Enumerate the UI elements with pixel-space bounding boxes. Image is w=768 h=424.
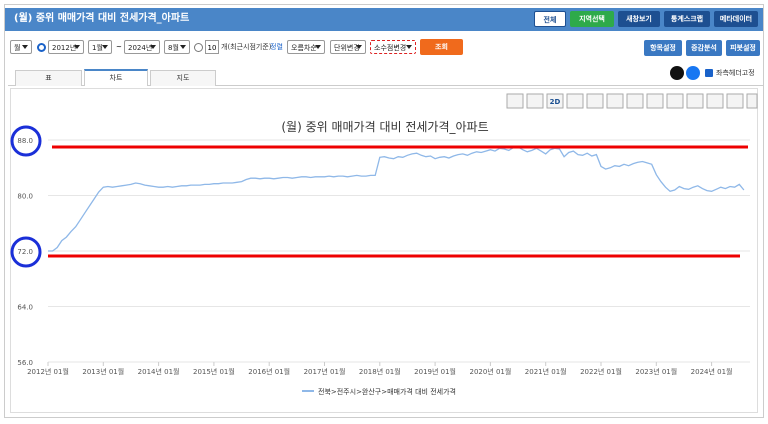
x-tick-label: 2013년 01월 — [82, 367, 124, 376]
facebook-share[interactable] — [686, 66, 700, 80]
button[interactable]: 항목설정 — [644, 40, 682, 56]
frame — [4, 4, 764, 418]
checkbox-label: 좌측헤더고정 — [716, 69, 755, 77]
tool-button[interactable] — [726, 93, 744, 109]
select[interactable]: 2012년 — [48, 40, 84, 54]
tool-button[interactable] — [606, 93, 624, 109]
button[interactable]: 증감분석 — [686, 40, 722, 56]
select[interactable]: 소수점변경 — [370, 40, 416, 54]
y-tick-label: 88.0 — [17, 137, 33, 145]
count-label: 개(최근시점기준) — [221, 43, 272, 51]
tab[interactable]: 표 — [15, 70, 82, 86]
button[interactable]: 피봇설정 — [726, 40, 760, 56]
select[interactable]: 8월 — [164, 40, 190, 54]
select[interactable]: 2024년 — [124, 40, 160, 54]
y-tick-label: 56.0 — [17, 359, 33, 367]
x-share[interactable] — [670, 66, 684, 80]
button[interactable]: 전체 — [534, 11, 566, 27]
x-tick-label: 2022년 01월 — [580, 367, 622, 376]
annotation-circle — [10, 125, 42, 157]
y-tick-label: 64.0 — [17, 304, 33, 312]
chart-tools — [506, 93, 758, 109]
y-tick-label: 80.0 — [17, 193, 33, 201]
select[interactable]: 단위변경 — [330, 40, 366, 54]
legend-label: 전북>전주시>완산구>매매가격 대비 전세가격 — [318, 387, 456, 396]
tool-button[interactable] — [566, 93, 584, 109]
tool-button[interactable] — [646, 93, 664, 109]
chart-title: (월) 중위 매매가격 대비 전세가격_아파트 — [281, 120, 488, 134]
count-input[interactable]: 10 — [205, 40, 219, 54]
x-tick-label: 2015년 01월 — [193, 367, 235, 376]
tool-button[interactable] — [626, 93, 644, 109]
tool-button[interactable] — [546, 93, 564, 109]
search-button[interactable]: 조회 — [420, 39, 463, 55]
select[interactable]: 1월 — [88, 40, 112, 54]
tool-button[interactable] — [506, 93, 524, 109]
x-tick-label: 2020년 01월 — [469, 367, 511, 376]
separator: ~ — [116, 43, 122, 51]
button[interactable]: 메타데이터 — [714, 11, 758, 27]
select[interactable]: 오름차순 — [287, 40, 325, 54]
tool-button[interactable] — [586, 93, 604, 109]
button[interactable]: 통계스크랩 — [664, 11, 710, 27]
x-tick-label: 2017년 01월 — [304, 367, 346, 376]
sort-label: 정렬 — [270, 43, 283, 51]
tool-button[interactable] — [666, 93, 684, 109]
button[interactable]: 새창보기 — [618, 11, 660, 27]
tool-button[interactable] — [746, 93, 758, 109]
tab[interactable]: 차트 — [84, 69, 148, 86]
x-tick-label: 2019년 01월 — [414, 367, 456, 376]
checkbox[interactable] — [705, 69, 713, 77]
tab[interactable]: 지도 — [150, 70, 216, 86]
tab-line — [8, 85, 763, 86]
x-tick-label: 2012년 01월 — [27, 367, 69, 376]
x-tick-label: 2024년 01월 — [691, 367, 733, 376]
tool-button[interactable] — [706, 93, 724, 109]
x-tick-label: 2018년 01월 — [359, 367, 401, 376]
x-tick-label: 2014년 01월 — [138, 367, 180, 376]
tool-button[interactable] — [526, 93, 544, 109]
y-tick-label: 72.0 — [17, 248, 33, 256]
tool-button[interactable] — [686, 93, 704, 109]
x-tick-label: 2021년 01월 — [525, 367, 567, 376]
x-tick-label: 2023년 01월 — [635, 367, 677, 376]
line — [48, 146, 745, 252]
header-title: (월) 중위 매매가격 대비 전세가격_아파트 — [14, 13, 190, 24]
x-tick-label: 2016년 01월 — [248, 367, 290, 376]
tool-label: 2D — [550, 98, 561, 106]
button[interactable]: 지역선택 — [570, 11, 614, 27]
annotation-circle — [10, 236, 42, 268]
radio[interactable] — [37, 43, 46, 52]
select[interactable]: 월 — [10, 40, 32, 54]
radio[interactable] — [194, 43, 203, 52]
chart-panel — [10, 88, 758, 413]
